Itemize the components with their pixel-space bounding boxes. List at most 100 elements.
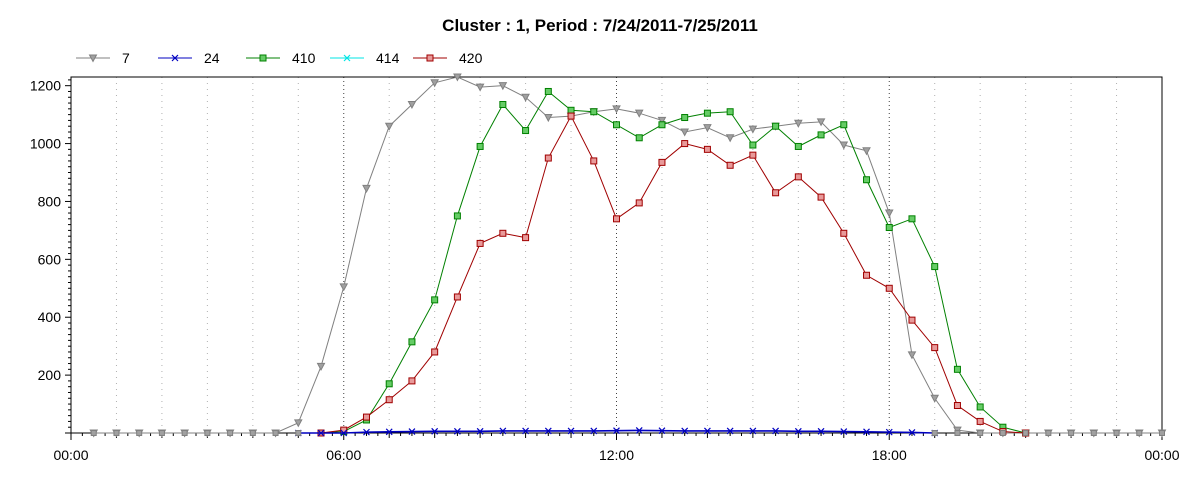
data-point-7 <box>748 125 758 134</box>
data-point-7 <box>793 119 803 128</box>
data-point-410 <box>749 141 757 149</box>
data-point-7 <box>453 73 462 82</box>
data-point-410 <box>885 224 893 232</box>
chart-legend: 7 24 410 414 420 <box>76 50 483 66</box>
baseline-marker <box>1068 430 1075 436</box>
series-410 <box>317 87 1030 437</box>
data-point-420 <box>772 189 780 197</box>
legend-marker <box>88 54 98 63</box>
data-point-24 <box>453 427 461 435</box>
legend-marker <box>171 54 179 62</box>
data-point-420 <box>476 239 484 247</box>
data-point-7 <box>521 93 530 102</box>
data-point-7 <box>816 118 826 127</box>
data-point-420 <box>863 271 871 279</box>
data-point-410 <box>476 142 484 150</box>
baseline-marker <box>1090 430 1097 436</box>
data-point-410 <box>499 100 507 108</box>
data-point-7 <box>884 209 894 218</box>
series-line-410 <box>320 90 1026 434</box>
data-point-24 <box>363 428 370 436</box>
data-point-410 <box>544 87 552 95</box>
legend-item-410: 410 <box>246 50 316 66</box>
data-point-7 <box>703 124 712 133</box>
data-point-7 <box>725 134 735 143</box>
data-point-420 <box>385 396 393 404</box>
data-point-7 <box>430 79 440 88</box>
data-point-420 <box>908 316 916 324</box>
chart-title: Cluster : 1, Period : 7/24/2011-7/25/201… <box>442 16 758 35</box>
data-point-24 <box>499 427 507 435</box>
data-point-24 <box>635 426 643 434</box>
series-420 <box>317 112 1030 437</box>
data-point-410 <box>681 114 689 122</box>
data-point-24 <box>522 427 530 435</box>
data-point-7 <box>612 105 621 114</box>
data-point-410 <box>567 106 575 114</box>
data-point-24 <box>863 428 870 436</box>
data-point-7 <box>316 362 326 371</box>
y-tick-label: 200 <box>38 367 62 383</box>
data-point-7 <box>839 141 849 150</box>
legend-label: 24 <box>204 50 220 66</box>
data-point-24 <box>772 427 780 435</box>
data-point-410 <box>772 122 780 130</box>
data-point-24 <box>317 429 325 437</box>
x-tick-label: 12:00 <box>599 447 634 463</box>
data-point-7 <box>680 128 690 137</box>
data-point-7 <box>862 147 871 156</box>
baseline-marker <box>1045 430 1052 436</box>
data-point-7 <box>475 83 485 92</box>
baseline-marker <box>999 430 1006 436</box>
data-point-410 <box>453 212 461 220</box>
data-point-7 <box>384 122 394 131</box>
data-point-24 <box>817 427 825 435</box>
data-point-410 <box>590 108 598 116</box>
baseline-marker <box>136 430 143 436</box>
data-point-24 <box>340 429 348 437</box>
data-point-24 <box>681 427 689 435</box>
legend-label: 414 <box>376 50 400 66</box>
legend-marker <box>343 54 351 62</box>
data-point-410 <box>931 263 939 271</box>
data-point-7 <box>543 114 553 123</box>
y-tick-label: 600 <box>38 251 62 267</box>
data-point-7 <box>930 394 940 403</box>
data-point-24 <box>431 427 439 435</box>
x-tick-label: 00:00 <box>53 447 88 463</box>
data-point-24 <box>567 427 575 435</box>
data-point-410 <box>863 176 871 184</box>
data-point-7 <box>293 419 303 428</box>
baseline-marker <box>1136 430 1143 436</box>
baseline-marker <box>227 430 234 436</box>
baseline-marker <box>1022 430 1029 436</box>
data-point-420 <box>613 215 620 223</box>
data-point-420 <box>499 229 507 237</box>
baseline-markers <box>90 430 1165 436</box>
baseline-marker <box>90 430 97 436</box>
baseline-marker <box>977 430 984 436</box>
x-axis: 00:00 06:00 12:00 18:00 00:00 <box>53 433 1180 463</box>
data-point-410 <box>840 121 848 129</box>
data-point-7 <box>339 283 349 292</box>
data-point-24 <box>590 427 598 435</box>
legend-item-24: 24 <box>158 50 220 66</box>
data-point-410 <box>522 127 530 135</box>
data-point-410 <box>635 134 643 142</box>
data-point-410 <box>794 142 802 150</box>
data-point-410 <box>703 109 711 117</box>
data-point-420 <box>658 158 666 166</box>
data-point-7 <box>907 351 917 360</box>
data-point-7 <box>657 116 667 125</box>
data-point-420 <box>794 173 802 181</box>
y-tick-label: 1000 <box>30 136 61 152</box>
data-point-7 <box>362 184 371 193</box>
data-point-410 <box>385 380 393 388</box>
data-point-410 <box>726 108 734 116</box>
data-point-24 <box>476 427 484 435</box>
data-point-420 <box>817 193 825 201</box>
data-point-420 <box>431 348 439 356</box>
y-axis: 200 400 600 800 1000 1200 <box>30 78 71 434</box>
data-point-420 <box>522 234 530 242</box>
data-point-420 <box>681 140 689 148</box>
